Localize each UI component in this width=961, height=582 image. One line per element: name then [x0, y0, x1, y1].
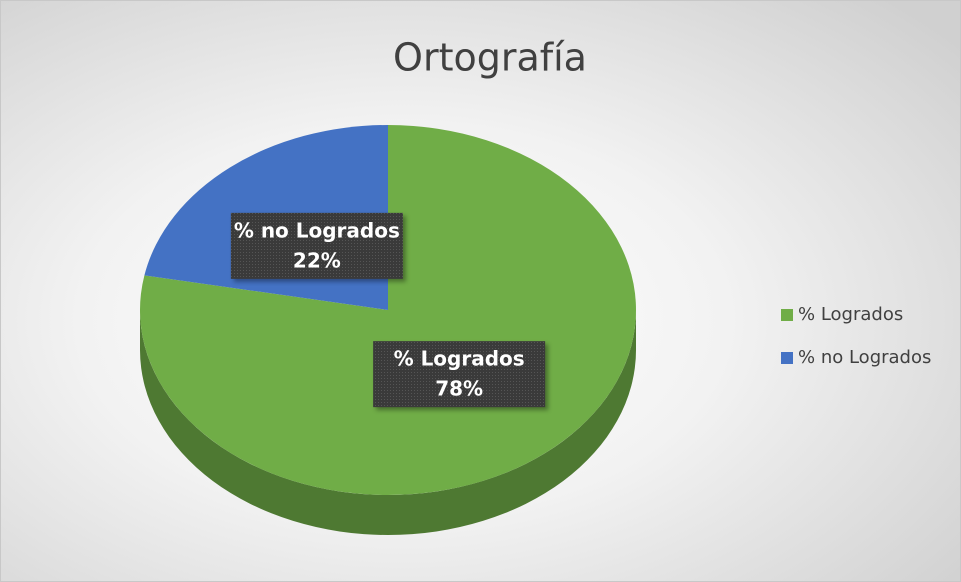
data-label-box — [373, 341, 546, 408]
data-label-value: 78% — [435, 377, 483, 401]
legend-swatch — [781, 352, 793, 364]
legend-label: % no Logrados — [798, 347, 931, 368]
legend-label: % Logrados — [798, 304, 903, 325]
data-label-box — [230, 212, 403, 279]
data-label-category: % Logrados — [394, 347, 525, 371]
data-label-category: % no Logrados — [234, 218, 400, 242]
chart-title: Ortografía — [393, 36, 587, 80]
pie-side — [140, 310, 636, 535]
legend-swatch — [781, 309, 793, 321]
data-label-value: 22% — [293, 248, 341, 272]
